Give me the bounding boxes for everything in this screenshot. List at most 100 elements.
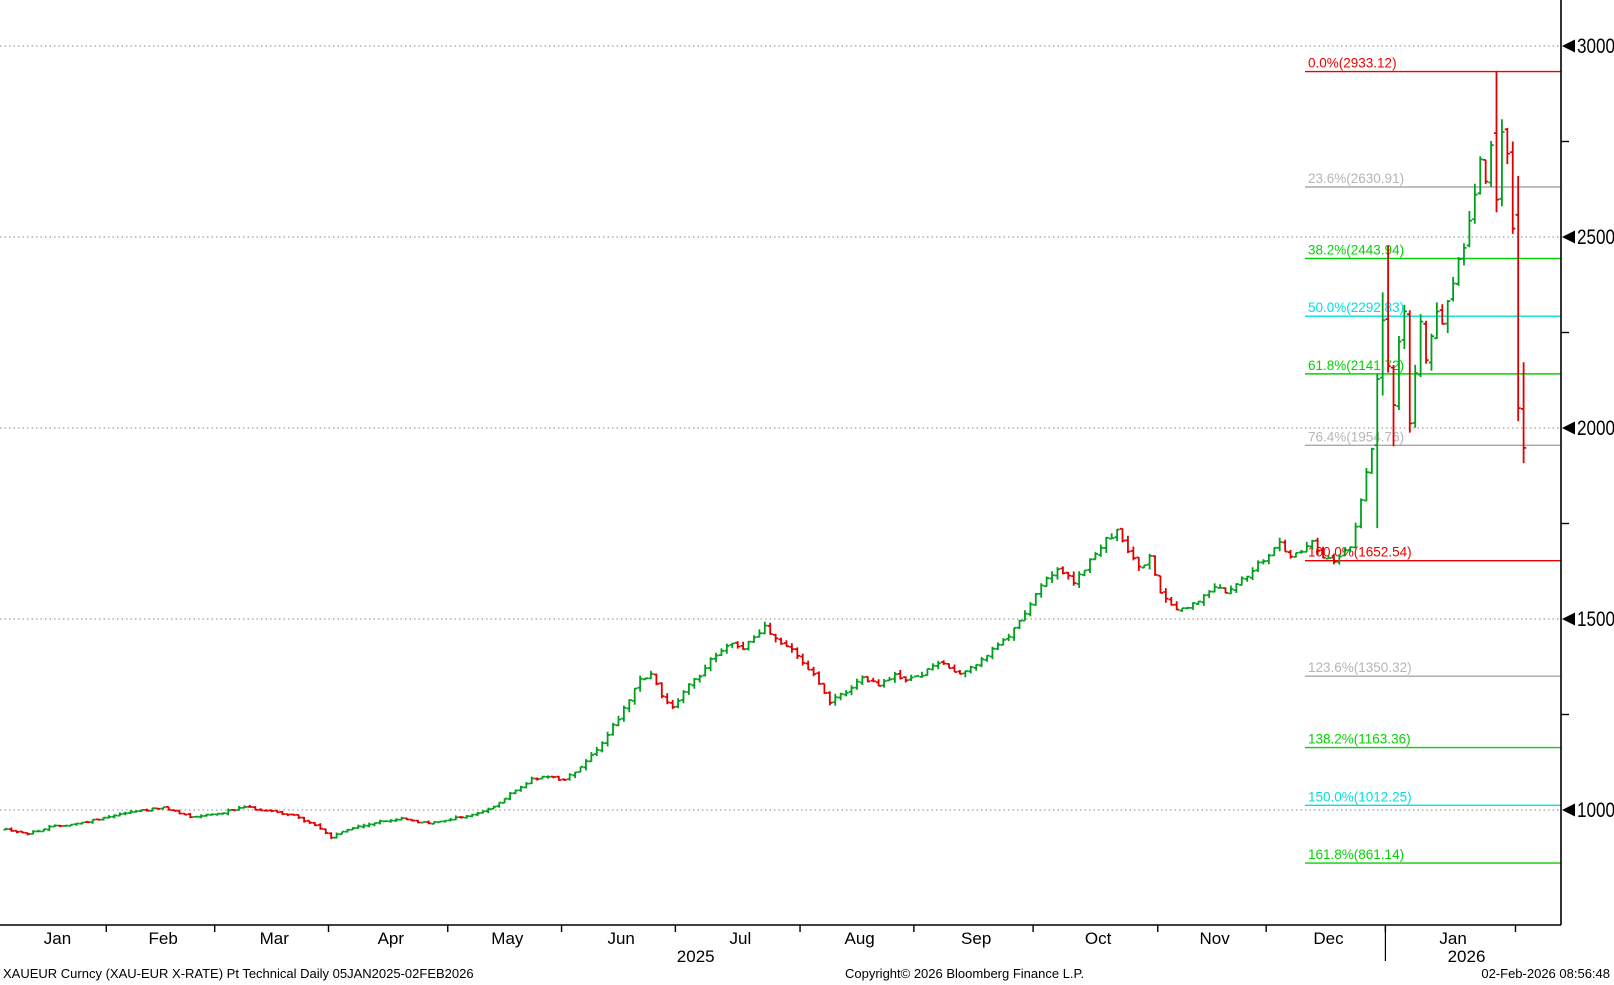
y-tick-label-1500: 1500 bbox=[1577, 608, 1614, 631]
fib-label-76.4: 76.4%(1954.76) bbox=[1308, 429, 1404, 444]
ohlc-bar bbox=[708, 657, 714, 672]
ohlc-bar bbox=[919, 671, 925, 678]
ohlc-bar bbox=[1493, 71, 1500, 213]
x-month-label-Feb-1: Feb bbox=[149, 929, 178, 948]
ohlc-bar bbox=[95, 818, 101, 821]
ohlc-bar bbox=[599, 741, 605, 753]
ohlc-bar bbox=[350, 827, 356, 831]
ohlc-bar bbox=[1125, 535, 1131, 554]
ohlc-bar bbox=[1298, 549, 1304, 554]
ohlc-bar bbox=[1380, 292, 1386, 396]
ohlc-bar bbox=[973, 663, 979, 671]
ohlc-bar bbox=[1483, 159, 1489, 185]
ohlc-bar bbox=[328, 832, 334, 840]
ohlc-bar bbox=[371, 822, 378, 827]
ohlc-bar bbox=[100, 816, 107, 821]
ohlc-bar bbox=[1103, 536, 1109, 553]
ohlc-bar bbox=[1049, 571, 1055, 583]
ohlc-bar bbox=[957, 670, 963, 675]
ohlc-bar bbox=[1412, 364, 1418, 428]
ohlc-bar bbox=[1152, 555, 1158, 576]
ohlc-bar bbox=[1011, 626, 1017, 641]
ohlc-bar bbox=[63, 824, 69, 827]
ohlc-bar bbox=[1157, 574, 1164, 594]
ohlc-bar bbox=[149, 807, 155, 812]
ohlc-bar bbox=[393, 818, 399, 822]
ohlc-bar bbox=[117, 812, 123, 817]
ohlc-bar bbox=[859, 675, 865, 685]
fib-label-61.8: 61.8%(2141.72) bbox=[1308, 358, 1404, 373]
ohlc-bar bbox=[735, 641, 741, 649]
ohlc-bar bbox=[686, 683, 692, 695]
x-year-label-2026: 2026 bbox=[1448, 947, 1486, 964]
ohlc-bar bbox=[1325, 555, 1332, 560]
ohlc-bar bbox=[800, 653, 806, 666]
ohlc-bar bbox=[1136, 556, 1142, 571]
y-tick-label-2000: 2000 bbox=[1577, 417, 1614, 440]
ohlc-bar bbox=[821, 682, 828, 695]
ohlc-bar bbox=[312, 821, 318, 827]
ohlc-bar bbox=[1098, 544, 1104, 557]
fib-label-150: 150.0%(1012.25) bbox=[1308, 789, 1412, 804]
ohlc-bar bbox=[317, 823, 323, 830]
ohlc-bar bbox=[122, 811, 128, 816]
x-month-label-Sep-8: Sep bbox=[961, 929, 991, 948]
ohlc-bar bbox=[805, 660, 811, 671]
ohlc-bar bbox=[464, 815, 470, 819]
ohlc-bar bbox=[577, 765, 584, 773]
x-month-label-Mar-2: Mar bbox=[260, 929, 290, 948]
ohlc-bar bbox=[751, 635, 757, 643]
ohlc-bar bbox=[1038, 583, 1044, 598]
ohlc-bar bbox=[550, 775, 557, 779]
ohlc-bar bbox=[220, 812, 226, 815]
ohlc-bar bbox=[583, 759, 589, 771]
ohlc-bar bbox=[453, 815, 459, 821]
ohlc-bar bbox=[789, 643, 795, 653]
ohlc-bar bbox=[1255, 560, 1261, 572]
ohlc-bar bbox=[1114, 528, 1120, 542]
ohlc-bar bbox=[144, 808, 150, 812]
ohlc-bar bbox=[1401, 304, 1407, 349]
ohlc-bars[interactable] bbox=[3, 71, 1527, 840]
ohlc-bar bbox=[941, 660, 947, 665]
ohlc-bar bbox=[198, 814, 204, 819]
ohlc-bar bbox=[968, 665, 974, 674]
ohlc-bar bbox=[729, 642, 735, 649]
ohlc-bar bbox=[1390, 365, 1397, 447]
ohlc-bar bbox=[447, 818, 454, 822]
ohlc-bar bbox=[989, 646, 996, 660]
ohlc-bar bbox=[648, 670, 654, 680]
ohlc-bar bbox=[1044, 576, 1050, 588]
ohlc-bar bbox=[702, 664, 708, 677]
ohlc-bar bbox=[1266, 553, 1272, 565]
ohlc-bar bbox=[1092, 552, 1099, 561]
ohlc-bar bbox=[1428, 333, 1435, 371]
ohlc-bar bbox=[1033, 593, 1039, 606]
ohlc-bar bbox=[1369, 447, 1375, 474]
ohlc-bar bbox=[545, 775, 551, 779]
x-month-label-Apr-3: Apr bbox=[378, 929, 405, 948]
ohlc-bar bbox=[1250, 567, 1256, 581]
ohlc-bar bbox=[1239, 576, 1245, 586]
ohlc-bar bbox=[160, 806, 166, 810]
ohlc-bar bbox=[1277, 537, 1283, 552]
ohlc-bar bbox=[57, 824, 63, 828]
ohlc-bar bbox=[1006, 633, 1012, 642]
ohlc-bar bbox=[1168, 597, 1174, 606]
ohlc-bar bbox=[14, 829, 20, 834]
ohlc-bar bbox=[529, 776, 535, 785]
ohlc-bar bbox=[512, 789, 519, 795]
ohlc-bar bbox=[263, 809, 269, 812]
ohlc-bar bbox=[995, 642, 1001, 651]
ohlc-bar bbox=[637, 675, 643, 692]
ohlc-bar bbox=[1016, 619, 1023, 630]
fib-label-138.2: 138.2%(1163.36) bbox=[1308, 732, 1411, 747]
ohlc-bar bbox=[1374, 373, 1380, 529]
ohlc-bar bbox=[1119, 527, 1126, 543]
ohlc-bar bbox=[1190, 602, 1196, 610]
ohlc-bar bbox=[670, 699, 676, 710]
xaueur-price-chart-canvas[interactable]: 0.0%(2933.12) 23.6%(2630.91) 38.2%(2443.94… bbox=[0, 0, 1614, 964]
y-axis-arrow-icon bbox=[1562, 39, 1575, 53]
ohlc-bar bbox=[1304, 541, 1310, 553]
ohlc-bar bbox=[252, 806, 258, 811]
